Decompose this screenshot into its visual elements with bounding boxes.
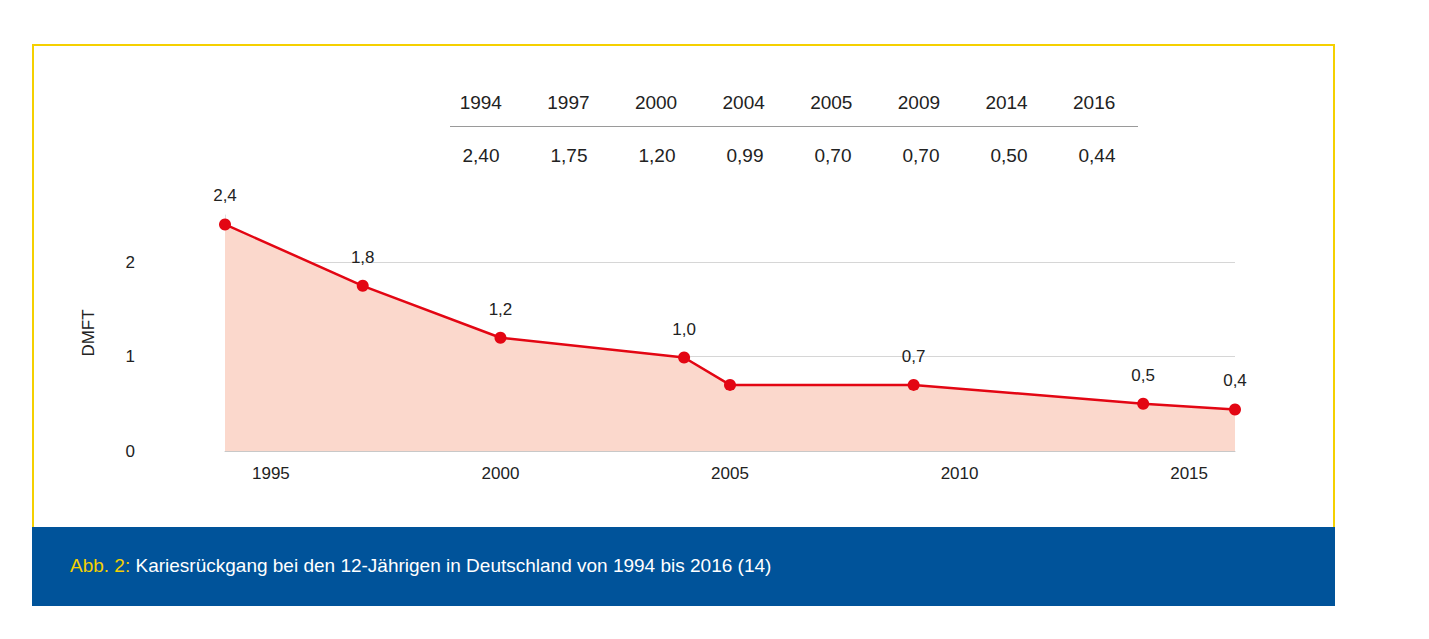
html-text:2009: 2009 [897,92,941,113]
html-text:0,70: 0,70 [814,145,852,166]
html-text:2,40: 2,40 [462,145,500,166]
svg-text:2: 2 [126,253,135,272]
svg-text:1995: 1995 [252,464,290,483]
svg-text:0: 0 [126,442,135,461]
html-text:1994: 1994 [459,92,502,113]
svg-text:0,4: 0,4 [1223,371,1247,390]
html-text:2005: 2005 [810,92,853,113]
html-text:1997: 1997 [547,92,590,113]
svg-text:2000: 2000 [482,464,520,483]
svg-text:0,7: 0,7 [902,347,926,366]
html-text:0,99: 0,99 [726,145,764,166]
svg-text:1,0: 1,0 [672,320,696,339]
svg-text:2010: 2010 [941,464,979,483]
html-text:1,75: 1,75 [550,145,588,166]
html-text:2014: 2014 [985,92,1028,113]
html-text:2000: 2000 [634,92,678,113]
html-text:0,44: 0,44 [1078,145,1116,166]
html-text:2016: 2016 [1073,92,1116,113]
html-text:0,70: 0,70 [902,145,940,166]
svg-text:0,5: 0,5 [1131,366,1155,385]
html-text:2004: 2004 [722,92,765,113]
svg-text:1: 1 [126,347,135,366]
svg-text:1,8: 1,8 [351,248,375,267]
html-text:1,20: 1,20 [638,145,676,166]
svg-text:2,4: 2,4 [213,186,237,205]
html-text:0,50: 0,50 [990,145,1028,166]
svg-text:1,2: 1,2 [489,300,513,319]
svg-text:2015: 2015 [1170,464,1208,483]
svg-text:2005: 2005 [711,464,749,483]
html-text:Abb. 2: Kariesrückgang bei den: Abb. 2: Kariesrückgang bei den 12-Jährig… [70,555,772,576]
svg-text:DMFT: DMFT [79,309,98,356]
